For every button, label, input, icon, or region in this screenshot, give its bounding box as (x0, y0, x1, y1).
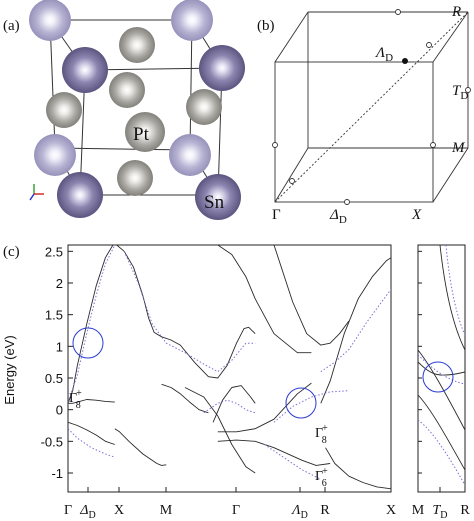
y-ticks: -1 -0.5 0 0.5 1 1.5 2 2.5 (41, 244, 422, 481)
main-x-tick-label: ΔD (79, 503, 95, 521)
sn-atom-corner-2 (171, 0, 213, 41)
main-x-tick-label: X (114, 503, 124, 518)
band-solid-10 (217, 439, 331, 466)
band-solid-6 (184, 387, 256, 474)
sn-atom-corner-7 (57, 172, 103, 218)
right-x-tick-label: R (460, 503, 470, 518)
panel-a: (a) Pt Sn (3, 0, 245, 220)
y-axis-label: Energy (eV) (2, 335, 17, 404)
band-solid-3 (114, 428, 167, 466)
band-solid-9 (217, 382, 312, 433)
band-dotted-1 (68, 428, 115, 458)
pt-atom-front (125, 112, 165, 152)
band-dotted-3 (203, 399, 256, 414)
band-lines-main (68, 245, 391, 490)
kpoint-delta-label: ΔD (329, 207, 347, 226)
right-x-tick-label: TD (432, 503, 447, 521)
gamma8-annotation-mid: Γ+ 8 (315, 423, 328, 446)
pt-atom-top-back (119, 27, 155, 63)
sn-label: Sn (204, 192, 225, 213)
x-ticks: Γ ΔD X M Γ ΛD R X M TD R (64, 487, 470, 521)
pt-label: Pt (133, 124, 150, 145)
sn-atom-corner-1 (29, 0, 71, 41)
band-solid-8 (217, 245, 312, 354)
gamma6-annotation-mid: Γ+ 6 (315, 466, 328, 489)
lambda-point-marker (402, 58, 408, 64)
main-x-tick-label: M (160, 503, 173, 518)
band-solid-13 (325, 447, 391, 490)
y-tick-label: 1 (56, 339, 63, 354)
y-tick-label: 2.5 (45, 244, 63, 259)
sn-atom-corner-8 (195, 174, 241, 220)
band-solid-1 (68, 399, 115, 404)
main-x-tick-label: ΛD (290, 503, 308, 521)
band-solid-0 (68, 245, 114, 404)
panel-c: (c) Energy (eV) -1 -0.5 0 0.5 1 1.5 2 2.5 Γ ΔD X M… (2, 244, 470, 521)
sn-atom-corner-4 (169, 134, 211, 176)
y-tick-label: -0.5 (41, 434, 63, 449)
pt-atom-center-top (109, 72, 145, 108)
y-tick-label: -1 (51, 466, 63, 481)
sn-atom-corner-6 (199, 45, 245, 91)
band-right-3 (439, 245, 465, 351)
kpoint-T-label: TD (452, 83, 468, 102)
panel-c-label: (c) (3, 244, 20, 260)
panel-a-label: (a) (3, 18, 20, 34)
band-solid-12 (320, 257, 391, 404)
band-solid-11 (273, 245, 350, 346)
y-tick-label: 0 (56, 403, 63, 418)
band-solid-2 (68, 421, 115, 445)
kpoint-R-label: R (451, 4, 461, 20)
band-right-dotted-2 (445, 245, 465, 336)
band-dotted-4 (273, 390, 349, 423)
highlight-circle-3 (422, 361, 454, 393)
band-right-dotted-1 (418, 354, 465, 385)
kpoint-markers (272, 9, 471, 205)
highlight-circle-2 (285, 387, 317, 419)
main-x-tick-label: Γ (64, 503, 72, 518)
band-dotted-5 (320, 289, 391, 373)
main-x-tick-label: R (320, 503, 330, 518)
main-x-tick-label: Γ (232, 503, 240, 518)
band-right-2 (418, 361, 465, 376)
band-dotted-6 (264, 444, 322, 480)
kpoint-lambda-label: ΛD (374, 45, 393, 64)
main-x-tick-label: X (386, 503, 396, 518)
sn-atom-corner-5 (62, 47, 108, 93)
gamma8-annotation-left: Γ+ 8 (69, 388, 82, 411)
pt-atom-bottom (117, 160, 153, 196)
panel-b: (b) R ΛD TD (257, 4, 471, 226)
y-tick-label: 1.5 (45, 308, 63, 323)
plot-frame-main (67, 244, 392, 493)
kpoint-gamma-label: Γ (272, 207, 281, 223)
band-right-4 (418, 394, 465, 471)
right-x-tick-label: M (412, 503, 425, 518)
brillouin-zone-cube (274, 11, 469, 203)
kpoint-X-label: X (411, 207, 422, 223)
band-solid-5 (161, 383, 209, 414)
sn-atom-corner-3 (34, 134, 76, 176)
pt-atom-right (186, 89, 222, 125)
band-right-1 (418, 349, 465, 431)
band-lines-right (418, 245, 465, 486)
band-right-dotted-3 (418, 419, 465, 486)
highlight-circle-1 (72, 327, 104, 359)
band-solid-7 (212, 385, 256, 423)
kpoint-M-label: M (451, 140, 466, 156)
y-tick-label: 2 (56, 276, 63, 291)
pt-atom-left (46, 92, 82, 128)
axis-triad-icon (29, 184, 44, 201)
y-tick-label: 0.5 (45, 371, 63, 386)
band-solid-4 (116, 245, 256, 379)
plot-frame-right (417, 244, 466, 493)
band-dotted-2 (123, 251, 256, 373)
panel-b-label: (b) (257, 18, 275, 34)
